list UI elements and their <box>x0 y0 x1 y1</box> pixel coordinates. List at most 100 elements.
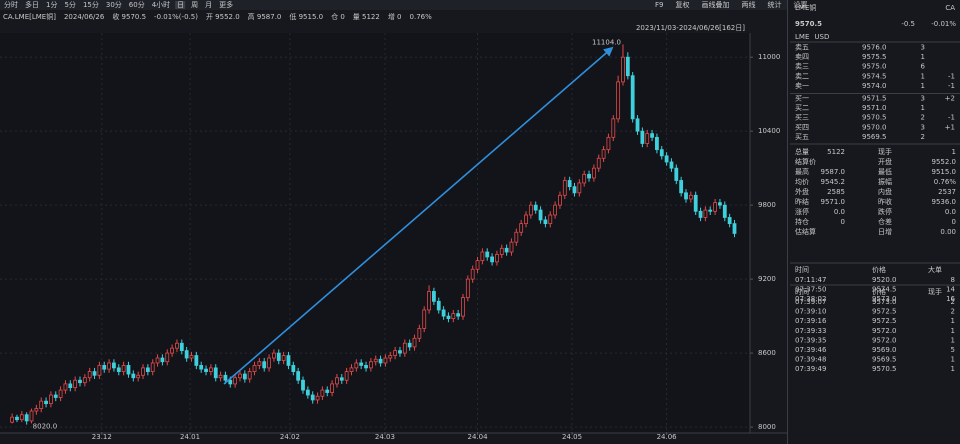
candle-body <box>44 400 48 405</box>
period-button[interactable]: 日 <box>177 1 184 9</box>
candle-body <box>15 416 19 421</box>
candle-body <box>703 209 708 218</box>
candle-body <box>567 180 572 188</box>
trade-time: 07:39:07 <box>795 298 826 306</box>
candle-body <box>354 362 359 369</box>
stat-value: 0 <box>952 218 956 226</box>
candle-body <box>378 358 383 364</box>
tool-button[interactable]: 画线叠加 <box>701 0 729 9</box>
book-volume: 1 <box>921 104 925 112</box>
period-button[interactable]: 多日 <box>25 0 39 9</box>
candle-body <box>490 256 494 263</box>
trade-qty: 2 <box>951 298 955 306</box>
instrument-name: LME铜 <box>795 3 816 12</box>
book-volume: 2 <box>921 133 925 141</box>
candle-body <box>373 358 378 363</box>
book-volume: 3 <box>921 95 925 103</box>
candle-body <box>160 357 165 363</box>
candle-body <box>504 247 509 253</box>
book-price: 9574.0 <box>862 82 887 90</box>
period-button[interactable]: 5分 <box>64 0 75 9</box>
candle-body <box>73 379 78 389</box>
candle-body <box>693 194 698 212</box>
candle-body <box>645 133 650 144</box>
toolbar-bg <box>0 0 787 10</box>
book-label: 买一 <box>795 95 809 103</box>
info-item: 增 0 <box>388 12 402 21</box>
candle-body <box>519 223 524 233</box>
tag: USD <box>814 33 829 41</box>
tag: LME <box>795 33 809 41</box>
candle-body <box>587 173 591 179</box>
stat-label: 最高 <box>795 167 809 176</box>
candle-body <box>417 328 422 339</box>
trend-arrow[interactable] <box>223 46 614 385</box>
active-period-bg <box>175 1 186 9</box>
candle-body <box>674 167 679 181</box>
table-header: 时间 <box>795 265 809 274</box>
book-delta: -1 <box>948 82 955 90</box>
table-header: 时间 <box>795 287 809 296</box>
stat-label: 外盘 <box>795 187 809 196</box>
candle-body <box>640 130 645 144</box>
candle-body <box>713 202 717 212</box>
candle-body <box>402 342 407 354</box>
candle-body <box>291 365 296 372</box>
trade-price: 9569.0 <box>872 346 897 354</box>
period-button[interactable]: 1分 <box>46 0 57 9</box>
book-label: 卖四 <box>795 53 809 61</box>
plot-bg <box>0 33 750 433</box>
trade-time: 07:11:47 <box>795 276 826 284</box>
candle-body <box>436 300 441 311</box>
period-button[interactable]: 月 <box>205 1 212 9</box>
trade-time: 07:38:02 <box>795 295 826 303</box>
period-button[interactable]: 4小时 <box>152 0 170 9</box>
book-label: 买二 <box>795 104 809 112</box>
tool-button[interactable]: 统计 <box>767 0 781 9</box>
book-label: 买四 <box>795 123 809 131</box>
candle-body <box>625 56 630 77</box>
candle-body <box>528 204 533 216</box>
candle-body <box>34 408 39 412</box>
candle-body <box>616 81 621 120</box>
book-delta: +1 <box>945 123 955 131</box>
stat-label: 昨收 <box>878 197 892 206</box>
period-button[interactable]: 周 <box>191 1 198 9</box>
candle-body <box>349 367 354 372</box>
stat-value: 2585 <box>827 188 845 196</box>
tool-button[interactable]: 复权 <box>675 0 689 9</box>
trade-price: 9574.5 <box>872 286 897 294</box>
tool-button[interactable]: 两线 <box>741 0 755 9</box>
book-price: 9575.5 <box>862 53 887 61</box>
book-volume: 3 <box>921 123 925 131</box>
stat-value: 0.76% <box>934 178 957 186</box>
book-price: 9575.0 <box>862 63 887 71</box>
period-button[interactable]: 更多 <box>219 0 233 9</box>
period-button[interactable]: 30分 <box>106 0 122 9</box>
candle-body <box>145 367 150 372</box>
candle-body <box>732 223 737 234</box>
trade-price: 9573.0 <box>872 298 897 306</box>
period-button[interactable]: 60分 <box>129 0 145 9</box>
candle-body <box>257 361 262 366</box>
book-delta: +2 <box>945 95 955 103</box>
tool-button[interactable]: 设置 <box>793 0 807 9</box>
trade-price: 9570.5 <box>872 365 897 373</box>
quote-panel: LME铜 CA 9570.5 -0.5 -0.01% LME USD 卖五 9576.0 3 卖四 9… <box>790 3 960 373</box>
info-item: 仓 0 <box>331 12 345 21</box>
candle-body <box>461 297 465 317</box>
candle-body <box>708 209 713 212</box>
candle-body <box>276 352 281 361</box>
period-button[interactable]: 15分 <box>83 0 99 9</box>
candle-body <box>112 362 116 369</box>
stat-value: 5122 <box>827 148 845 156</box>
period-button[interactable]: 分时 <box>4 0 18 9</box>
info-item: 开 9552.0 <box>206 13 240 21</box>
x-tick-label: 24.01 <box>180 433 200 441</box>
info-item: 2024/06/26 <box>64 13 105 21</box>
candle-body <box>596 157 601 169</box>
info-item: 低 9515.0 <box>289 12 323 21</box>
x-tick-label: 24.06 <box>657 433 678 441</box>
tool-button[interactable]: F9 <box>655 1 663 9</box>
